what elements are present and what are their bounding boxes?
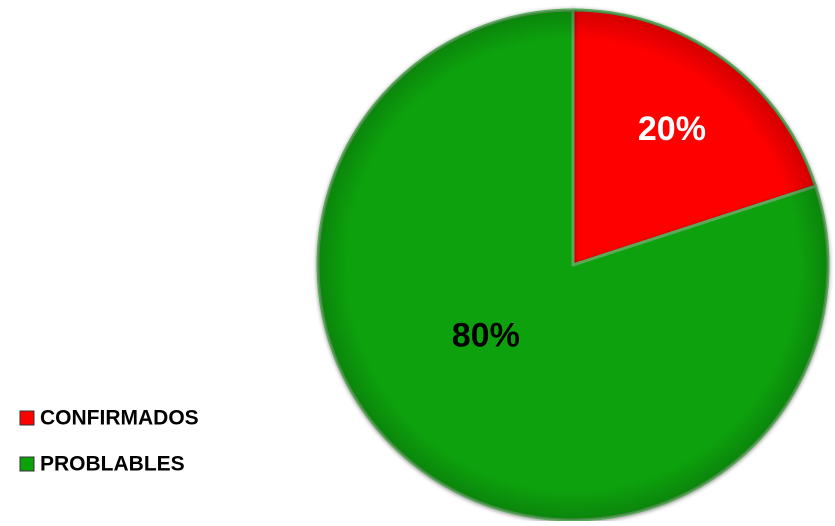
legend-swatch-problables <box>19 456 35 472</box>
pie-slices <box>316 8 830 522</box>
legend-swatch-confirmados <box>19 410 35 426</box>
data-label-problables: 80% <box>452 317 520 355</box>
data-label-confirmados: 20% <box>638 110 706 148</box>
pie-data-labels: 20% 80% <box>452 110 706 355</box>
legend: CONFIRMADOS PROBLABLES <box>19 407 199 476</box>
legend-label-problables: PROBLABLES <box>40 453 185 476</box>
legend-label-confirmados: CONFIRMADOS <box>40 407 199 430</box>
